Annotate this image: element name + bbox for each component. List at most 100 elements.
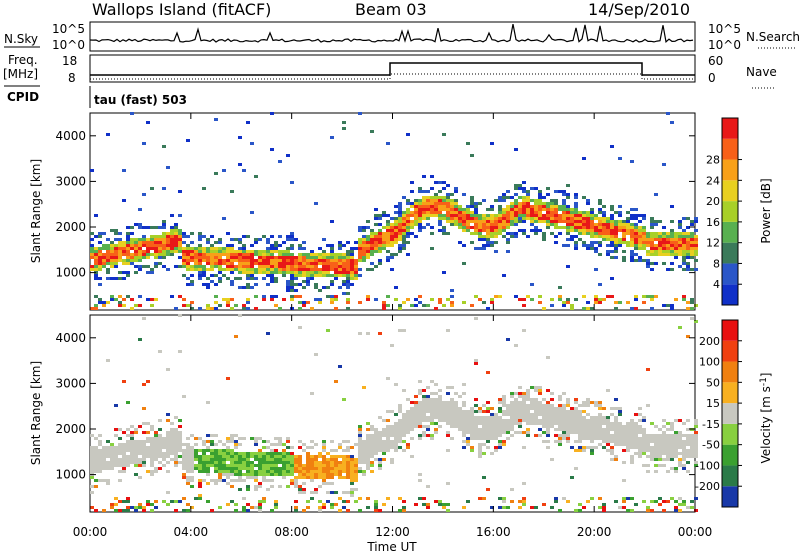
heatmap-cell bbox=[314, 467, 318, 470]
heatmap-cell bbox=[542, 425, 546, 428]
heatmap-cell bbox=[126, 428, 130, 431]
heatmap-cell bbox=[474, 208, 478, 211]
heatmap-cell bbox=[294, 479, 298, 482]
heatmap-cell bbox=[210, 464, 214, 467]
heatmap-cell bbox=[610, 244, 614, 247]
heatmap-cell bbox=[518, 298, 522, 301]
heatmap-cell bbox=[598, 416, 602, 419]
heatmap-cell bbox=[290, 247, 294, 250]
heatmap-cell bbox=[506, 196, 510, 199]
heatmap-cell bbox=[598, 199, 602, 202]
heatmap-cell bbox=[522, 187, 526, 190]
heatmap-cell bbox=[218, 506, 222, 509]
heatmap-cell bbox=[298, 461, 302, 464]
heatmap-cell bbox=[294, 295, 298, 298]
heatmap-cell bbox=[398, 205, 402, 208]
heatmap-cell bbox=[526, 398, 530, 401]
heatmap-cell bbox=[422, 416, 426, 419]
heatmap-cell bbox=[490, 298, 494, 301]
heatmap-cell bbox=[474, 220, 478, 223]
heatmap-cell bbox=[354, 247, 358, 250]
heatmap-cell bbox=[566, 413, 570, 416]
heatmap-cell bbox=[622, 235, 626, 238]
heatmap-cell bbox=[638, 419, 642, 422]
heatmap-cell bbox=[134, 461, 138, 464]
heatmap-cell bbox=[518, 506, 522, 509]
heatmap-cell bbox=[490, 407, 494, 410]
heatmap-cell bbox=[138, 452, 142, 455]
heatmap-cell bbox=[462, 392, 466, 395]
heatmap-cell bbox=[402, 232, 406, 235]
heatmap-cell bbox=[346, 440, 350, 443]
heatmap-cell bbox=[310, 256, 314, 259]
heatmap-cell bbox=[262, 500, 266, 503]
heatmap-cell bbox=[566, 416, 570, 419]
heatmap-cell bbox=[690, 307, 694, 310]
heatmap-cell bbox=[550, 425, 554, 428]
heatmap-cell bbox=[286, 440, 290, 443]
heatmap-cell bbox=[130, 461, 134, 464]
heatmap-cell bbox=[334, 262, 338, 265]
heatmap-cell bbox=[194, 265, 198, 268]
colorbar-tick-label: 16 bbox=[706, 216, 720, 229]
heatmap-cell bbox=[278, 244, 282, 247]
heatmap-cell bbox=[558, 422, 562, 425]
heatmap-cell bbox=[694, 220, 698, 223]
heatmap-cell bbox=[386, 241, 390, 244]
heatmap-cell bbox=[94, 461, 98, 464]
heatmap-cell bbox=[370, 437, 374, 440]
heatmap-cell bbox=[94, 268, 98, 271]
heatmap-cell bbox=[554, 497, 558, 500]
heatmap-cell bbox=[170, 458, 174, 461]
heatmap-cell bbox=[386, 220, 390, 223]
heatmap-cell bbox=[326, 476, 330, 479]
heatmap-cell bbox=[486, 223, 490, 226]
heatmap-cell bbox=[498, 295, 502, 298]
heatmap-cell bbox=[470, 226, 474, 229]
heatmap-cell bbox=[302, 256, 306, 259]
heatmap-cell bbox=[170, 428, 174, 431]
heatmap-cell bbox=[282, 470, 286, 473]
heatmap-cell bbox=[130, 506, 134, 509]
heatmap-cell bbox=[234, 473, 238, 476]
heatmap-cell bbox=[522, 419, 526, 422]
heatmap-cell bbox=[154, 250, 158, 253]
heatmap-cell bbox=[178, 247, 182, 250]
heatmap-cell bbox=[690, 241, 694, 244]
heatmap-cell bbox=[390, 410, 394, 413]
heatmap-cell bbox=[618, 229, 622, 232]
heatmap-cell bbox=[94, 262, 98, 265]
heatmap-cell bbox=[430, 247, 434, 250]
heatmap-cell bbox=[474, 202, 478, 205]
heatmap-cell bbox=[154, 500, 158, 503]
heatmap-cell bbox=[406, 133, 410, 136]
heatmap-cell bbox=[322, 479, 326, 482]
heatmap-cell bbox=[206, 461, 210, 464]
heatmap-cell bbox=[270, 274, 274, 277]
heatmap-cell bbox=[250, 265, 254, 268]
heatmap-cell bbox=[270, 485, 274, 488]
heatmap-cell bbox=[302, 259, 306, 262]
heatmap-cell bbox=[186, 443, 190, 446]
heatmap-cell bbox=[454, 392, 458, 395]
heatmap-cell bbox=[522, 202, 526, 205]
heatmap-cell bbox=[674, 446, 678, 449]
heatmap-cell bbox=[406, 428, 410, 431]
heatmap-cell bbox=[106, 455, 110, 458]
heatmap-cell bbox=[202, 461, 206, 464]
heatmap-cell bbox=[610, 238, 614, 241]
heatmap-cell bbox=[466, 223, 470, 226]
heatmap-cell bbox=[622, 431, 626, 434]
heatmap-cell bbox=[610, 428, 614, 431]
heatmap-cell bbox=[434, 431, 438, 434]
heatmap-cell bbox=[294, 265, 298, 268]
heatmap-cell bbox=[210, 259, 214, 262]
heatmap-cell bbox=[422, 211, 426, 214]
heatmap-cell bbox=[502, 506, 506, 509]
heatmap-cell bbox=[354, 473, 358, 476]
heatmap-cell bbox=[206, 283, 210, 286]
heatmap-cell bbox=[678, 464, 682, 467]
heatmap-cell bbox=[590, 428, 594, 431]
heatmap-cell bbox=[686, 455, 690, 458]
heatmap-cell bbox=[346, 268, 350, 271]
